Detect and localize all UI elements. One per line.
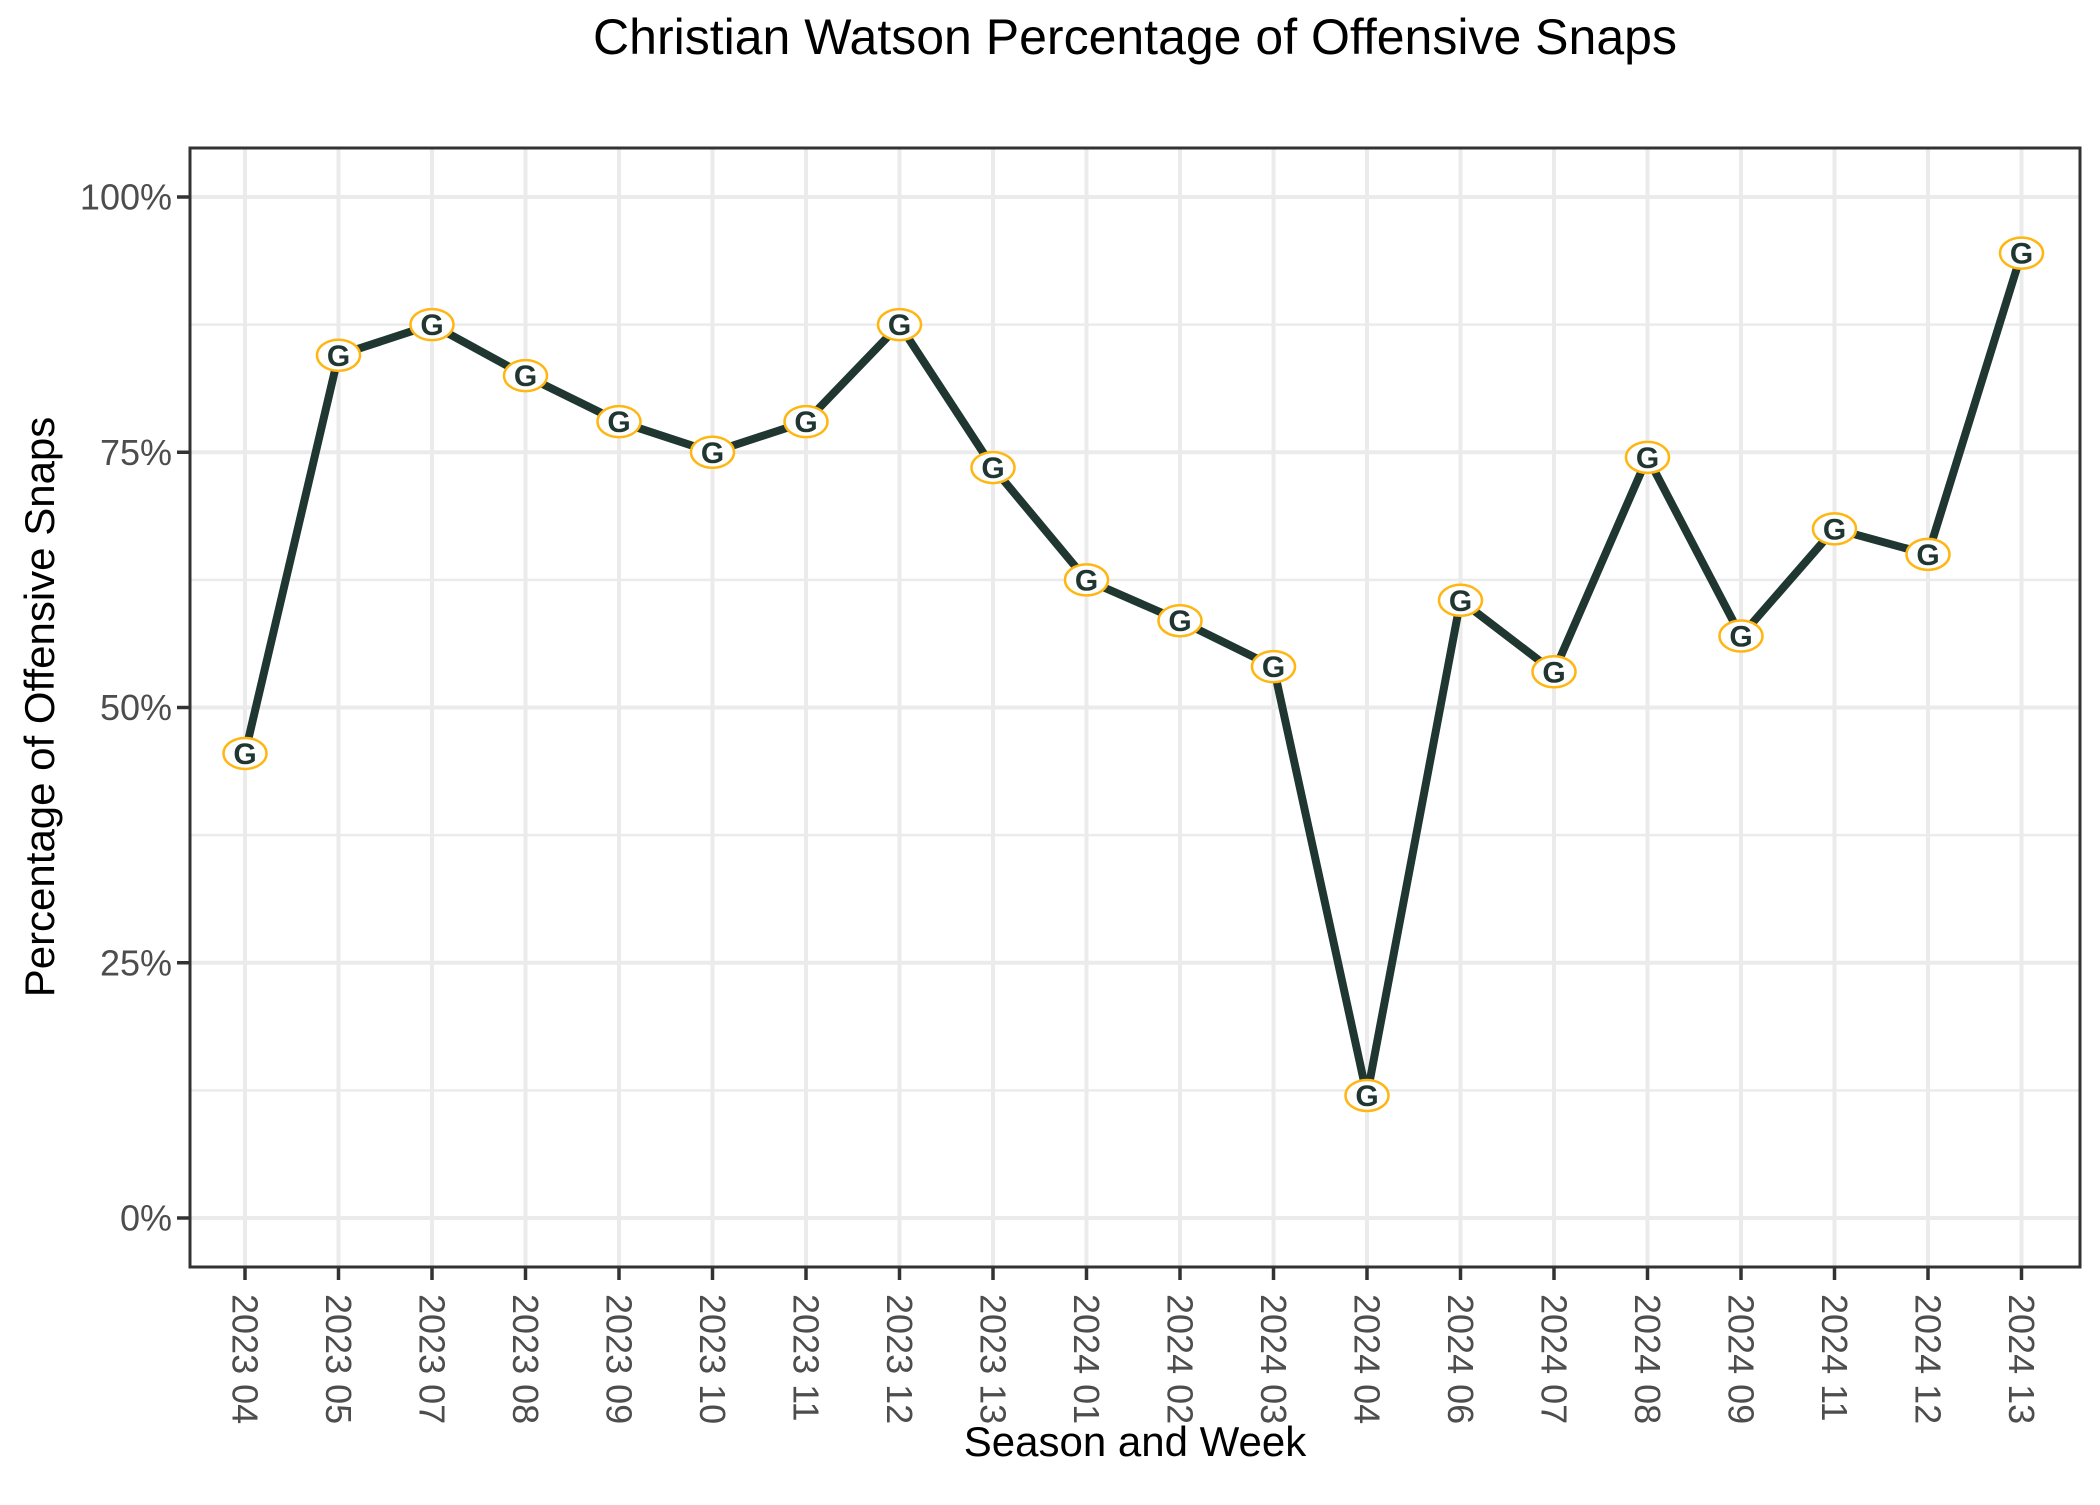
packers-g-letter: G (794, 406, 817, 439)
x-tick-label: 2023 07 (412, 1294, 453, 1424)
packers-g-letter: G (420, 309, 443, 342)
packers-logo-marker: G (1718, 619, 1764, 654)
packers-logo-marker: G (1531, 655, 1577, 689)
packers-g-letter: G (888, 309, 911, 342)
packers-logo-marker: G (222, 736, 268, 771)
x-tick-label: 2023 13 (973, 1294, 1014, 1424)
packers-logo-oval (1344, 1078, 1390, 1113)
packers-logo-marker: G (876, 307, 923, 342)
packers-logo-oval (1998, 236, 2045, 270)
x-tick-label: 2024 01 (1066, 1294, 1107, 1424)
packers-logo-oval (1250, 649, 1297, 684)
packers-logo-marker: G (315, 338, 362, 373)
packers-logo-oval (409, 307, 455, 342)
packers-logo-oval (783, 404, 829, 439)
x-tick-label: 2023 08 (505, 1294, 546, 1424)
packers-logo-oval (1437, 583, 1484, 618)
x-tick-label: 2024 07 (1534, 1294, 1575, 1424)
x-tick-label: 2023 04 (225, 1294, 266, 1424)
x-tick-label: 2024 12 (1908, 1294, 1949, 1424)
packers-g-letter: G (701, 437, 724, 470)
x-tick-label: 2024 04 (1347, 1294, 1388, 1424)
packers-logo-marker: G (970, 450, 1016, 485)
packers-g-letter: G (1823, 513, 1846, 546)
packers-logo-marker: G (1250, 649, 1297, 684)
y-tick-labels: 0% 25% 50% 75% 100% (80, 177, 172, 1239)
packers-logo-marker: G (596, 404, 642, 439)
packers-logo-marker: G (1624, 440, 1671, 475)
packers-logo-oval (315, 338, 362, 373)
x-tick-label: 2024 11 (1814, 1294, 1855, 1421)
packers-logo-marker: G (1063, 563, 1110, 597)
packers-g-letter: G (1449, 585, 1472, 618)
packers-logo-marker: G (1157, 603, 1203, 638)
packers-g-letter: G (233, 738, 256, 771)
packers-logo-marker: G (1344, 1078, 1390, 1113)
x-axis-title: Season and Week (963, 1418, 1307, 1465)
axis-tick-marks (177, 195, 2024, 1280)
packers-g-letter: G (981, 452, 1004, 485)
packers-logo-marker: G (409, 307, 455, 342)
x-tick-labels: 2023 04 2023 05 2023 07 2023 08 2023 09 2023 … (225, 1294, 2043, 1424)
x-tick-label: 2023 10 (692, 1294, 733, 1424)
packers-g-letter: G (1262, 651, 1285, 684)
x-tick-label: 2023 11 (786, 1294, 827, 1421)
x-tick-label: 2023 12 (879, 1294, 920, 1424)
packers-logo-oval (1063, 563, 1110, 597)
packers-logo-oval (1718, 619, 1764, 653)
packers-g-letter: G (2010, 238, 2033, 271)
y-tick-label: 25% (100, 942, 172, 983)
chart-title: Christian Watson Percentage of Offensive… (593, 9, 1677, 65)
y-tick-label: 100% (80, 177, 172, 218)
packers-logo-marker: G (1811, 512, 1858, 546)
packers-g-letter: G (1355, 1080, 1378, 1113)
x-tick-label: 2024 08 (1627, 1294, 1668, 1424)
packers-logo-oval (502, 358, 549, 393)
gridlines-minor (190, 323, 2080, 1092)
packers-g-letter: G (1542, 656, 1565, 689)
snap-percentage-markers: G G G G G G G G G G G G G G G G G G G G (222, 236, 2045, 1113)
x-tick-label: 2024 03 (1253, 1294, 1294, 1424)
gridlines-major (190, 148, 2080, 1267)
packers-logo-oval (1905, 537, 1951, 572)
packers-logo-oval (970, 450, 1016, 485)
packers-logo-oval (222, 736, 268, 771)
packers-logo-marker: G (1905, 537, 1951, 572)
x-tick-label: 2023 05 (318, 1294, 359, 1424)
packers-logo-oval (1624, 440, 1671, 475)
packers-logo-marker: G (1998, 236, 2045, 271)
y-tick-label: 50% (100, 687, 172, 728)
x-tick-label: 2024 06 (1440, 1294, 1481, 1424)
packers-logo-oval (1157, 603, 1203, 638)
packers-logo-marker: G (1437, 583, 1484, 618)
packers-logo-oval (1531, 655, 1577, 689)
packers-logo-oval (689, 435, 736, 469)
packers-logo-oval (1811, 512, 1858, 546)
packers-logo-marker: G (502, 358, 549, 393)
x-tick-label: 2023 09 (599, 1294, 640, 1424)
packers-logo-marker: G (783, 404, 829, 439)
packers-g-letter: G (1168, 605, 1191, 638)
packers-g-letter: G (1075, 564, 1098, 597)
packers-g-letter: G (327, 340, 350, 373)
x-tick-label: 2024 13 (2001, 1294, 2042, 1424)
packers-logo-marker: G (689, 435, 736, 470)
y-axis-title: Percentage of Offensive Snaps (16, 416, 63, 998)
packers-logo-oval (596, 404, 642, 439)
y-tick-label: 0% (120, 1198, 172, 1239)
y-tick-label: 75% (100, 432, 172, 473)
packers-g-letter: G (1729, 621, 1752, 654)
packers-g-letter: G (607, 406, 630, 439)
packers-g-letter: G (1916, 539, 1939, 572)
x-tick-label: 2024 09 (1721, 1294, 1762, 1424)
packers-g-letter: G (514, 360, 537, 393)
x-tick-label: 2024 02 (1160, 1294, 1201, 1424)
packers-logo-oval (876, 307, 923, 342)
packers-g-letter: G (1636, 442, 1659, 475)
